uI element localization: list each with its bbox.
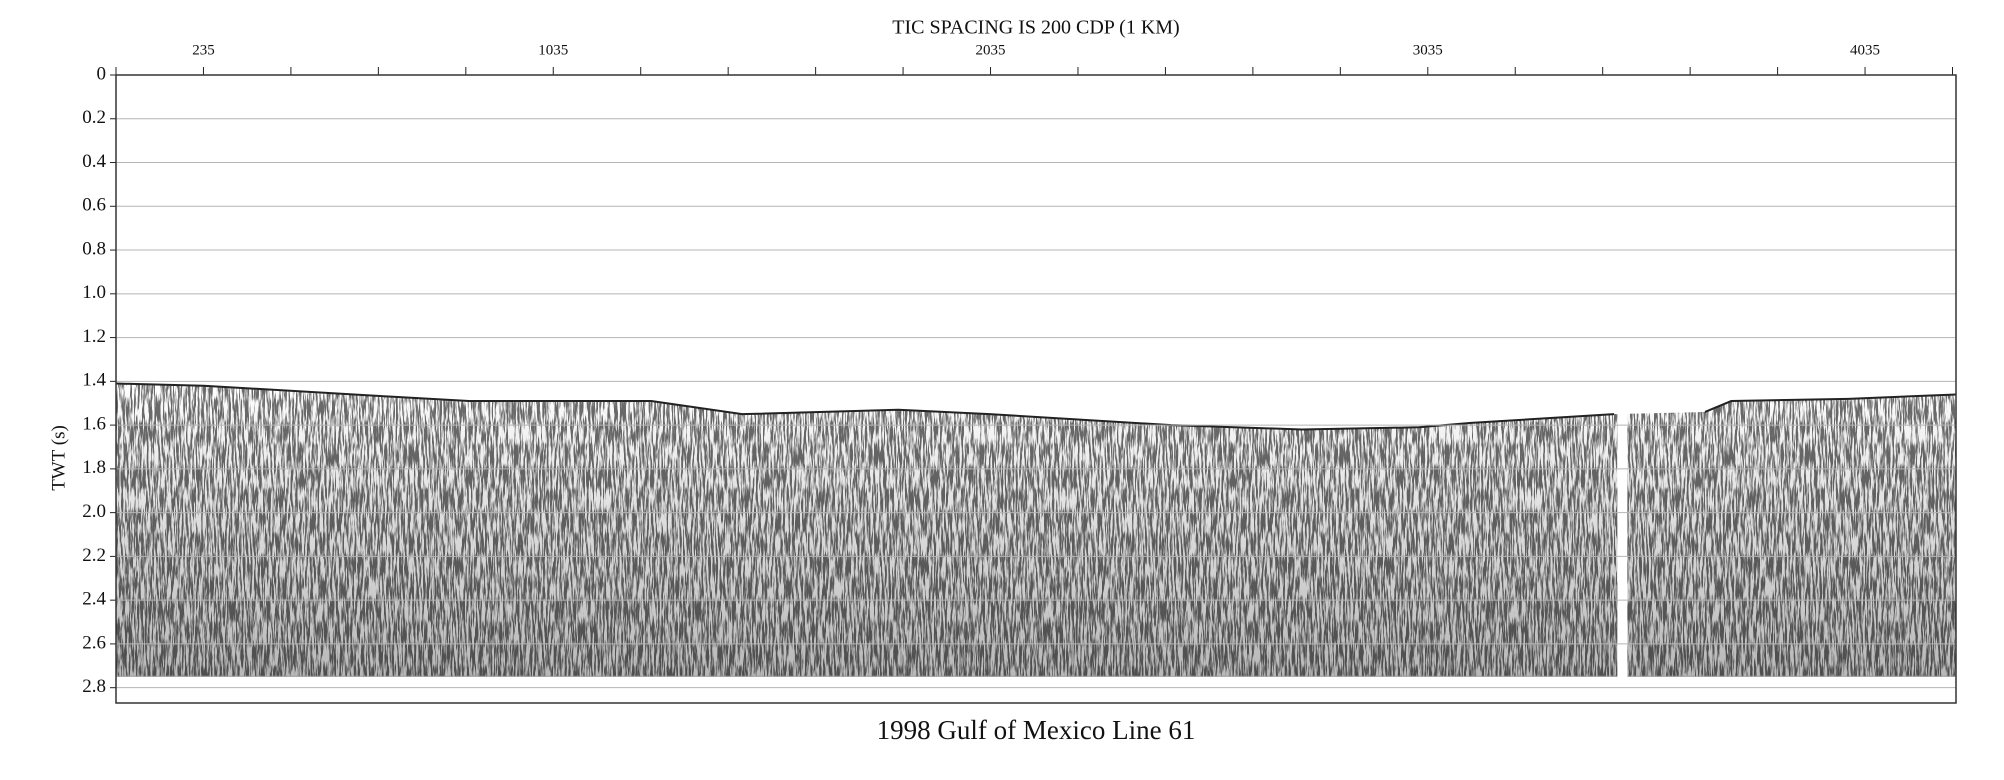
record-end [116,675,1956,677]
y-tick-label: 0.8 [82,238,106,259]
x-tick-label: 235 [192,42,215,58]
x-tick-label: 2035 [976,42,1006,58]
y-tick-label: 2.8 [82,676,106,697]
y-tick-label: 0.2 [82,107,106,128]
y-tick-label: 2.6 [82,632,106,653]
plot-frame [115,74,1957,704]
x-tick-label: 4035 [1850,42,1880,58]
y-tick-label: 1.0 [82,282,106,303]
chart-title: TIC SPACING IS 200 CDP (1 KM) [892,17,1179,39]
data-gap [1617,76,1628,678]
y-axis-label: TWT (s) [48,425,69,491]
x-tick-label: 3035 [1413,42,1443,58]
y-tick-label: 2.0 [82,501,106,522]
y-tick-label: 0.6 [82,195,106,216]
seismic-section [116,383,1956,677]
y-tick-label: 1.2 [82,326,106,347]
y-tick-label: 2.2 [82,545,106,566]
seismic-shade [116,383,1956,677]
x-tick-label: 1035 [538,42,568,58]
seafloor-line [1704,393,1957,413]
y-tick-label: 2.4 [82,589,106,610]
seafloor-line [115,382,1615,431]
caption: 1998 Gulf of Mexico Line 61 [877,715,1196,745]
y-tick-label: 0.4 [82,151,106,172]
y-tick-label: 1.8 [82,457,106,478]
y-tick-label: 1.6 [82,413,106,434]
y-tick-label: 1.4 [82,370,106,391]
y-tick-label: 0 [97,63,107,84]
